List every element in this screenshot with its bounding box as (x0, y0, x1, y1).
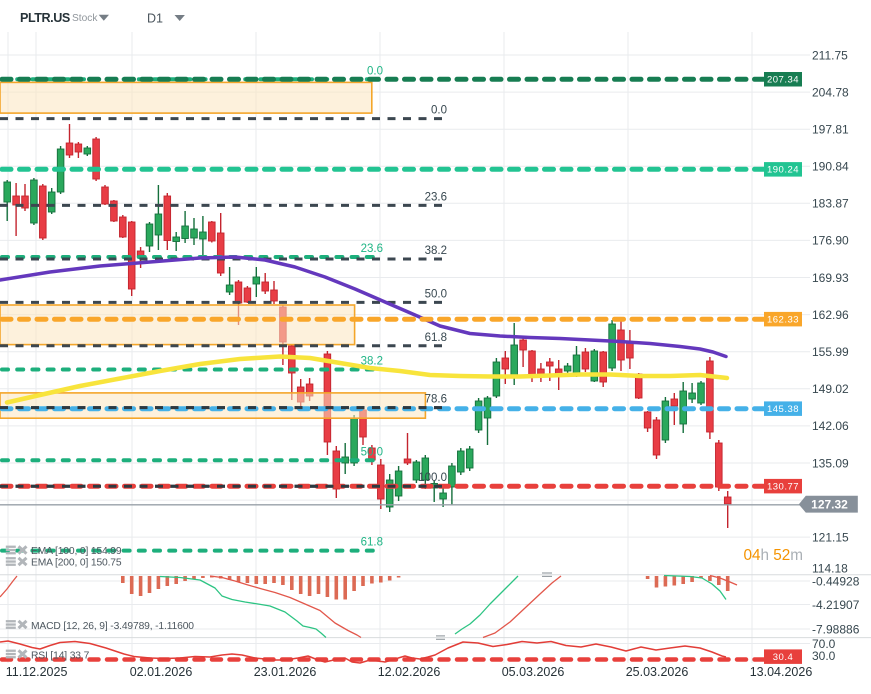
svg-text:-7.98886: -7.98886 (812, 622, 860, 636)
svg-text:02.01.2026: 02.01.2026 (130, 665, 193, 679)
svg-text:23.6: 23.6 (425, 191, 447, 203)
svg-text:211.75: 211.75 (812, 48, 848, 62)
svg-text:121.15: 121.15 (812, 530, 849, 544)
svg-text:155.99: 155.99 (812, 345, 849, 359)
svg-text:23.6: 23.6 (361, 243, 383, 255)
svg-text:PLTR.US: PLTR.US (20, 11, 70, 25)
svg-text:207.34: 207.34 (767, 75, 799, 86)
svg-text:-0.44928: -0.44928 (812, 574, 860, 588)
svg-text:50.0: 50.0 (425, 288, 447, 300)
svg-text:-4.21907: -4.21907 (812, 598, 860, 612)
svg-text:04h 52m: 04h 52m (743, 547, 803, 564)
svg-text:176.90: 176.90 (812, 234, 849, 248)
svg-text:149.02: 149.02 (812, 382, 849, 396)
svg-text:169.93: 169.93 (812, 271, 849, 285)
svg-text:Stock: Stock (72, 13, 98, 24)
svg-text:30.4: 30.4 (773, 652, 794, 663)
svg-text:61.8: 61.8 (425, 332, 447, 344)
svg-text:78.6: 78.6 (425, 394, 447, 406)
svg-text:38.2: 38.2 (425, 245, 447, 257)
svg-text:23.01.2026: 23.01.2026 (254, 665, 317, 679)
svg-text:130.77: 130.77 (767, 482, 799, 493)
svg-text:127.32: 127.32 (811, 497, 848, 511)
svg-text:EMA [200, 0] 150.75: EMA [200, 0] 150.75 (31, 558, 122, 569)
svg-text:162.33: 162.33 (767, 315, 799, 326)
svg-text:11.12.2025: 11.12.2025 (6, 665, 68, 679)
svg-text:50.0: 50.0 (361, 446, 383, 458)
svg-text:05.03.2026: 05.03.2026 (502, 665, 565, 679)
svg-text:12.02.2026: 12.02.2026 (378, 665, 441, 679)
svg-text:197.81: 197.81 (812, 123, 849, 137)
svg-text:145.38: 145.38 (767, 404, 799, 415)
svg-text:30.0: 30.0 (812, 649, 836, 663)
svg-text:142.06: 142.06 (812, 419, 849, 433)
svg-text:D1: D1 (147, 12, 163, 26)
svg-text:204.78: 204.78 (812, 85, 849, 99)
svg-text:135.09: 135.09 (812, 456, 849, 470)
svg-text:25.03.2026: 25.03.2026 (626, 665, 689, 679)
svg-text:162.96: 162.96 (812, 308, 849, 322)
svg-text:0.0: 0.0 (431, 105, 447, 117)
svg-text:190.84: 190.84 (812, 160, 849, 174)
svg-text:61.8: 61.8 (361, 537, 383, 549)
svg-text:70.0: 70.0 (812, 637, 836, 651)
svg-text:100.0: 100.0 (418, 472, 447, 484)
svg-text:183.87: 183.87 (812, 197, 849, 211)
svg-text:38.2: 38.2 (361, 356, 383, 368)
svg-text:114.18: 114.18 (812, 561, 848, 575)
svg-text:0.0: 0.0 (367, 65, 383, 77)
svg-text:13.04.2026: 13.04.2026 (750, 665, 813, 679)
svg-text:190.24: 190.24 (767, 165, 799, 176)
svg-text:EMA [100, 0] 154.99: EMA [100, 0] 154.99 (31, 546, 122, 557)
svg-text:RSI [14] 33.7: RSI [14] 33.7 (31, 651, 90, 662)
svg-text:MACD [12, 26, 9] -3.49789, -1.: MACD [12, 26, 9] -3.49789, -1.11600 (31, 621, 194, 632)
